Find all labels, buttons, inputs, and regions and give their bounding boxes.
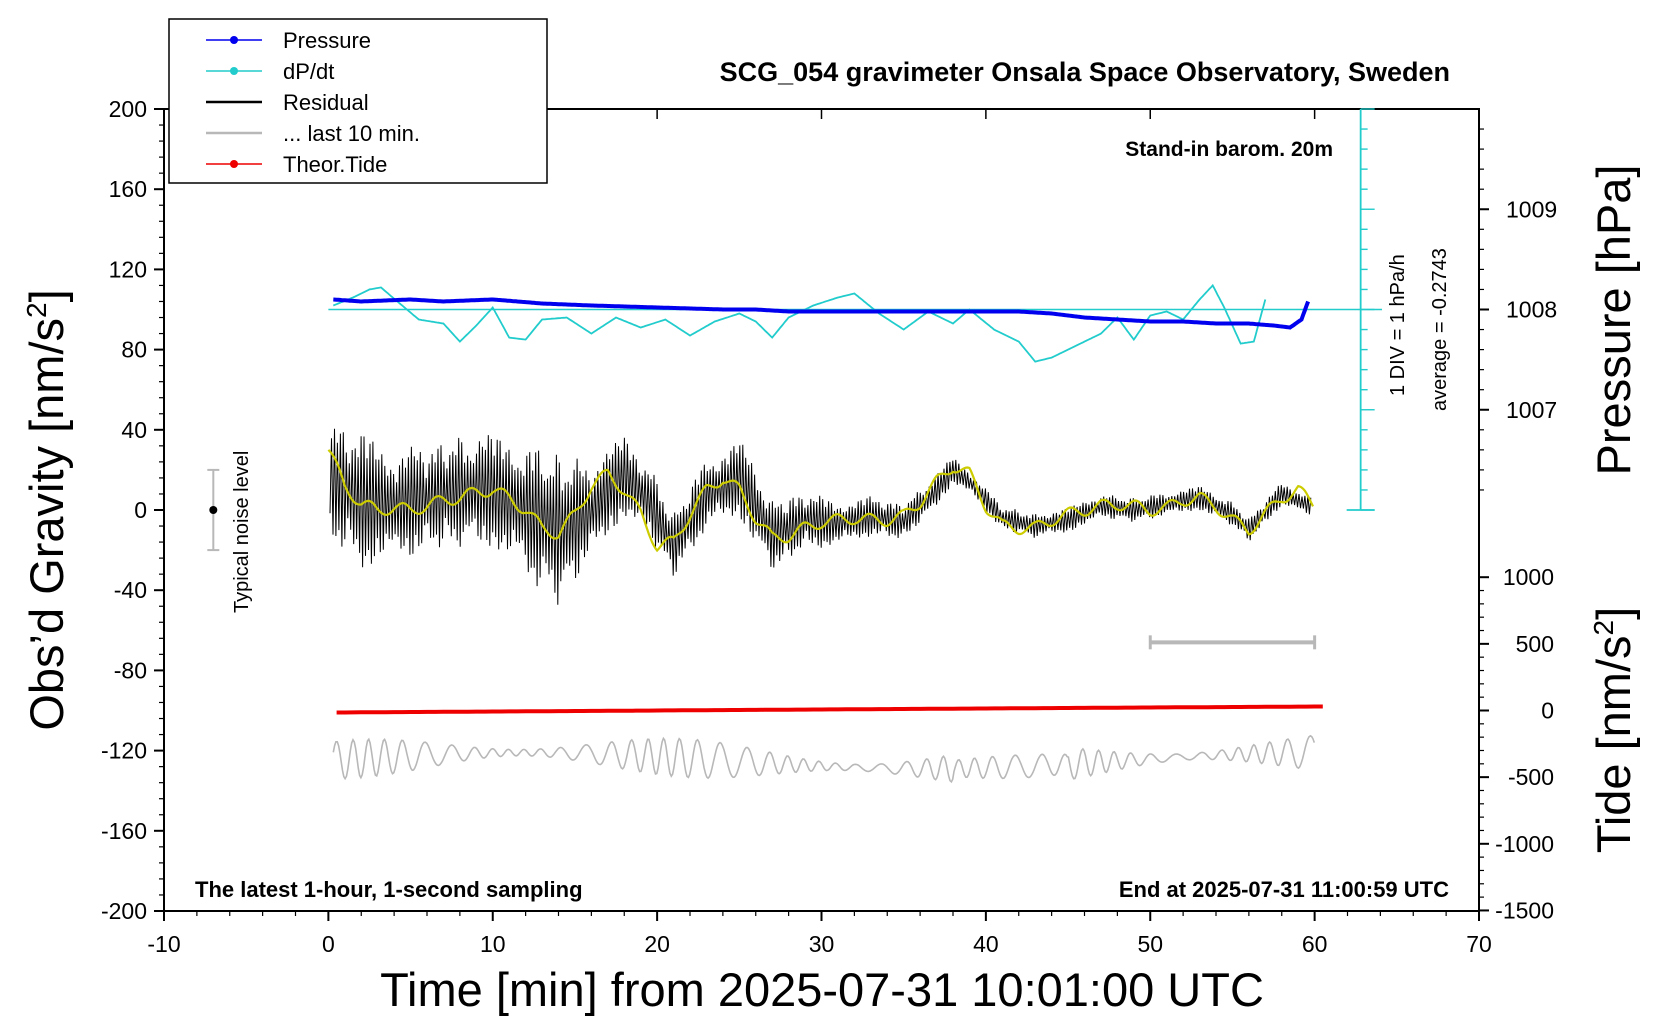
x-tick-label-6: 50 [1137,931,1163,957]
y-tick-label-5: 0 [134,497,147,523]
y-tick-label-3: -80 [114,657,147,683]
y-label-left-sup: 2 [21,302,52,318]
y-label-tide-close: ] [1587,607,1640,620]
y-tick-label-8: 120 [109,256,147,282]
pressure-tick-label-2: 1009 [1506,196,1557,222]
noise-bar-center [209,506,218,514]
series-pressure-line [333,297,1310,330]
y-label-tide-sup: 2 [1588,620,1619,636]
x-tick-label-5: 40 [973,931,999,957]
tide-tick-label-0: -1500 [1495,897,1554,923]
x-tick-label-8: 70 [1466,931,1492,957]
y-tick-label-4: -40 [114,577,147,603]
tide-tick-label-3: 0 [1541,698,1554,724]
noise-label: Typical noise level [231,451,253,613]
x-tick-label-3: 20 [644,931,670,957]
legend-label-3: ... last 10 min. [283,121,420,146]
latest-label: The latest 1-hour, 1-second sampling [195,877,583,902]
y-tick-label-0: -200 [101,898,147,924]
legend-marker-0 [230,36,238,44]
x-axis-label: Time [min] from 2025-07-31 10:01:00 UTC [380,963,1264,1016]
legend-marker-1 [230,67,238,75]
y-axis-label-pressure: Pressure [hPa] [1587,165,1640,476]
y-tick-label-7: 80 [121,337,147,363]
tide-tick-label-2: -500 [1508,764,1554,790]
tide-tick-label-1: -1000 [1495,831,1554,857]
plot-frame [163,108,1480,912]
series-residual-line [329,428,1312,605]
y-label-left-text: Obs’d Gravity [nm/s [20,318,73,731]
y-tick-label-9: 160 [109,176,147,202]
series-last-10-min-line [332,734,1316,784]
y-tick-label-2: -120 [101,738,147,764]
legend-marker-4 [230,160,238,168]
tide-tick-label-5: 1000 [1503,564,1554,590]
pressure-tick-label-0: 1007 [1506,397,1557,423]
legend-label-4: Theor.Tide [283,152,387,177]
pressure-tick-label-1: 1008 [1506,297,1557,323]
y-tick-label-6: 40 [121,417,147,443]
average-label: average = -0.2743 [1429,248,1451,411]
x-tick-label-4: 30 [809,931,835,957]
series-tide-line [336,704,1323,715]
legend: Pressure dP/dt Residual ... last 10 min. The… [168,18,548,184]
end-time-label: End at 2025-07-31 11:00:59 UTC [1119,877,1449,902]
y-label-left-close: ] [20,289,73,302]
y-tick-label-1: -160 [101,818,147,844]
x-tick-label-2: 10 [480,931,506,957]
chart-marks: -10 0 10 20 30 40 50 60 70 -200 -160 -120 -80 -40 0 40 8… [101,96,1557,957]
x-tick-label-0: -10 [147,931,180,957]
series-residual-smoothed-line [327,449,1314,553]
y-axis-label-tide: Tide [nm/s2] [1587,607,1640,853]
div-label: 1 DIV = 1 hPa/h [1387,254,1409,396]
legend-label-0: Pressure [283,28,371,53]
y-tick-label-10: 200 [109,96,147,122]
legend-label-1: dP/dt [283,59,334,84]
tide-tick-label-4: 500 [1516,631,1554,657]
x-tick-label-7: 60 [1302,931,1328,957]
x-tick-label-1: 0 [322,931,335,957]
y-axis-label-left: Obs’d Gravity [nm/s2] [20,289,73,730]
chart-title: SCG_054 gravimeter Onsala Space Observat… [720,57,1450,87]
stand-in-label: Stand-in barom. 20m [1125,138,1333,161]
series-dpdt-line [332,283,1267,363]
y-label-tide-text: Tide [nm/s [1587,635,1640,853]
legend-label-2: Residual [283,90,369,115]
